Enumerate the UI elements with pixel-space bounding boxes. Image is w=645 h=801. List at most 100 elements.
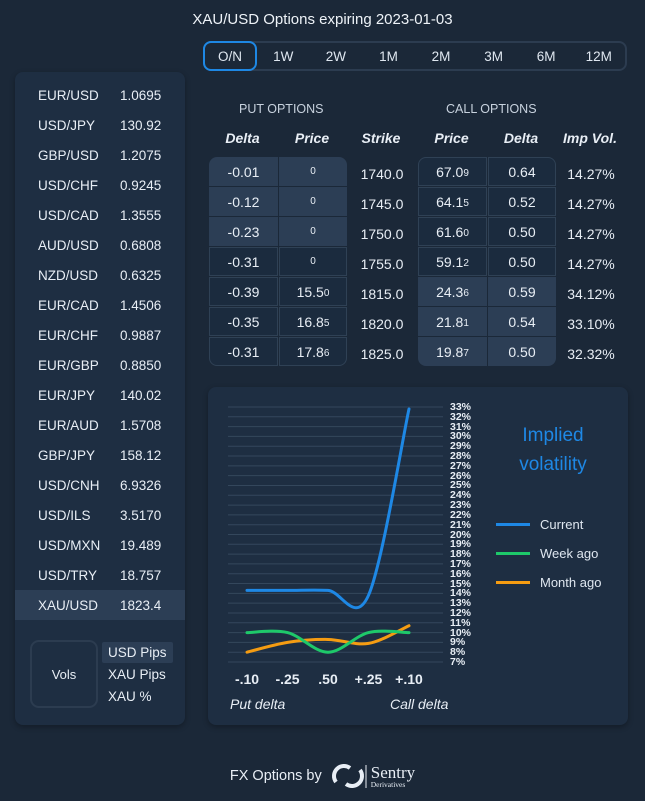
call-price-cell[interactable]: 19.8 7: [418, 337, 487, 366]
tab-3m[interactable]: 3M: [484, 48, 503, 64]
pair-row[interactable]: EUR/CAD 1.4506: [15, 290, 185, 320]
put-price: 16.8: [296, 313, 324, 330]
put-delta-cell[interactable]: -0.23: [209, 217, 278, 246]
unit-xau-pips[interactable]: XAU Pips: [108, 667, 166, 682]
pair-rate: 130.92: [120, 117, 162, 133]
pair-row[interactable]: USD/MXN 19.489: [15, 530, 185, 560]
y-tick-label: 32%: [450, 410, 472, 423]
pair-row[interactable]: GBP/JPY 158.12: [15, 440, 185, 470]
call-delta-cell[interactable]: 0.52: [488, 187, 556, 216]
call-delta-cell[interactable]: 0.50: [488, 217, 556, 246]
put-delta-cell[interactable]: -0.31: [209, 337, 278, 366]
legend-label: Month ago: [540, 575, 602, 590]
call-price-pip: 7: [463, 347, 469, 359]
call-price-cell[interactable]: 21.8 1: [418, 307, 487, 336]
pair-row[interactable]: XAU/USD 1823.4: [15, 590, 185, 620]
put-delta-cell[interactable]: -0.35: [209, 307, 278, 336]
put-price-cell[interactable]: 16.8 5: [279, 307, 347, 336]
y-tick-label: 15%: [450, 577, 472, 590]
put-price-cell[interactable]: 0: [279, 217, 347, 246]
pair-name: EUR/JPY: [38, 387, 96, 403]
pair-rate: 3.5170: [120, 507, 162, 523]
footer: FX Options by Sentry Derivatives: [0, 762, 645, 790]
pair-name: USD/CNH: [38, 477, 100, 493]
pair-rate: 1.0695: [120, 87, 162, 103]
y-tick-label: 17%: [450, 557, 472, 570]
tab-1m[interactable]: 1M: [379, 48, 398, 64]
y-tick-label: 16%: [450, 567, 472, 580]
tab-on[interactable]: O/N: [203, 41, 257, 71]
legend-label: Current: [540, 517, 584, 532]
put-price-cell[interactable]: 0: [279, 247, 347, 276]
pair-row[interactable]: EUR/USD 1.0695: [15, 80, 185, 110]
y-tick-label: 12%: [450, 606, 472, 619]
put-delta-cell[interactable]: -0.39: [209, 277, 278, 306]
currency-pair-panel: EUR/USD 1.0695 USD/JPY 130.92 GBP/USD 1.2075 U…: [15, 72, 185, 725]
y-tick-label: 33%: [450, 401, 472, 413]
pair-rate: 0.8850: [120, 357, 162, 373]
pair-row[interactable]: USD/CNH 6.9326: [15, 470, 185, 500]
page-title: XAU/USD Options expiring 2023-01-03: [192, 11, 453, 28]
tab-1w[interactable]: 1W: [273, 48, 294, 64]
unit-usd-pips[interactable]: USD Pips: [102, 642, 173, 663]
tab-2m[interactable]: 2M: [431, 48, 451, 64]
call-delta-cell[interactable]: 0.64: [488, 157, 556, 186]
call-delta-label: Call delta: [390, 696, 449, 712]
call-price-pip: 0: [463, 227, 469, 239]
put-price-pip: 6: [323, 347, 330, 359]
pair-name: USD/ILS: [38, 507, 91, 523]
pair-row[interactable]: EUR/AUD 1.5708: [15, 410, 185, 440]
pair-row[interactable]: NZD/USD 0.6325: [15, 260, 185, 290]
pair-row[interactable]: USD/JPY 130.92: [15, 110, 185, 140]
call-delta-cell[interactable]: 0.50: [488, 337, 556, 366]
tab-12m[interactable]: 12M: [585, 48, 612, 64]
pair-row[interactable]: AUD/USD 0.6808: [15, 230, 185, 260]
put-delta-cell[interactable]: -0.12: [209, 187, 278, 216]
call-price-cell[interactable]: 59.1 2: [418, 247, 487, 276]
unit-xau-percent[interactable]: XAU %: [108, 689, 152, 704]
call-options-label: CALL OPTIONS: [446, 102, 537, 116]
call-price: 21.8: [436, 313, 464, 330]
call-price-cell[interactable]: 67.0 9: [418, 157, 487, 186]
call-price-cell[interactable]: 24.3 6: [418, 277, 487, 306]
pair-row[interactable]: EUR/JPY 140.02: [15, 380, 185, 410]
y-tick-label: 13%: [450, 597, 472, 610]
call-price-pip: 1: [463, 317, 469, 329]
call-delta-cell[interactable]: 0.54: [488, 307, 556, 336]
tab-2w[interactable]: 2W: [325, 48, 346, 64]
pair-row[interactable]: USD/CAD 1.3555: [15, 200, 185, 230]
y-tick-label: 14%: [450, 587, 472, 600]
put-price-cell[interactable]: 0: [279, 157, 347, 186]
y-tick-label: 26%: [450, 469, 472, 482]
call-price-pip: 9: [463, 167, 469, 179]
put-price-cell[interactable]: 15.5 0: [279, 277, 347, 306]
pair-row[interactable]: EUR/CHF 0.9887: [15, 320, 185, 350]
call-price-cell[interactable]: 61.6 0: [418, 217, 487, 246]
call-price: 59.1: [436, 253, 464, 270]
pair-row[interactable]: USD/CHF 0.9245: [15, 170, 185, 200]
pair-row[interactable]: GBP/USD 1.2075: [15, 140, 185, 170]
pair-row[interactable]: EUR/GBP 0.8850: [15, 350, 185, 380]
call-delta-cell[interactable]: 0.59: [488, 277, 556, 306]
strike-value: 1750.0: [360, 225, 404, 242]
pair-name: EUR/GBP: [38, 357, 99, 373]
put-price-cell[interactable]: 17.8 6: [279, 337, 347, 366]
expiry-tabs: O/N 1W 2W 1M 2M 3M 6M 12M: [203, 41, 627, 71]
pair-row[interactable]: USD/ILS 3.5170: [15, 500, 185, 530]
sentry-logo-icon: [331, 764, 367, 788]
put-delta-cell[interactable]: -0.31: [209, 247, 278, 276]
series-line-current: [245, 407, 411, 610]
tab-6m[interactable]: 6M: [536, 48, 556, 64]
vols-button[interactable]: Vols: [30, 640, 98, 708]
y-tick-label: 18%: [450, 548, 472, 561]
put-delta-cell[interactable]: -0.01: [209, 157, 278, 186]
put-price-cell[interactable]: 0: [279, 187, 347, 216]
call-delta-cell[interactable]: 0.50: [488, 247, 556, 276]
y-tick-label: 31%: [450, 420, 472, 433]
implied-volatility-chart: 7% 8% 9% 10% 11% 12% 13% 14% 15% 16% 17% 18% 19% 20% 2…: [208, 387, 628, 725]
y-tick-label: 25%: [450, 479, 472, 492]
y-tick-label: 23%: [450, 499, 472, 512]
call-price-cell[interactable]: 64.1 5: [418, 187, 487, 216]
pair-row[interactable]: USD/TRY 18.757: [15, 560, 185, 590]
pair-name: GBP/USD: [38, 147, 99, 163]
